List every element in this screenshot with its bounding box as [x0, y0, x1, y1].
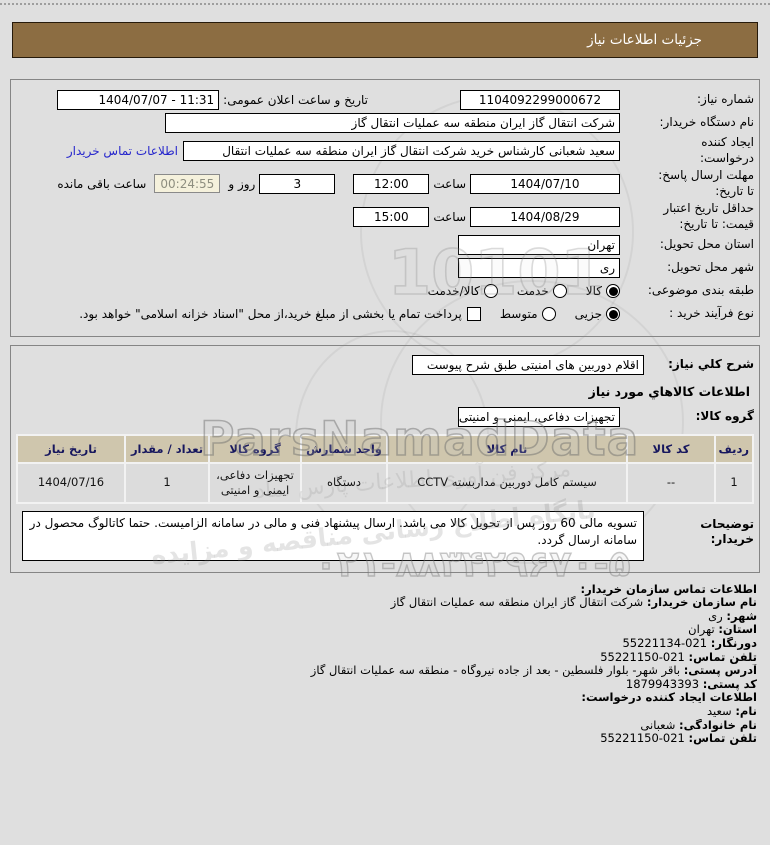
radio-option-goods[interactable]: کالا	[586, 284, 620, 299]
row-buyer-device: نام دستگاه خریدار: شرکت انتقال گاز ایران…	[16, 112, 754, 133]
request-creator-field[interactable]: سعید شعبانی کارشناس خرید شرکت انتقال گاز…	[183, 140, 620, 161]
contact-line-org-name: نام سازمان خریدار: شرکت انتقال گاز ایران…	[390, 596, 757, 610]
delivery-city-field[interactable]: ری	[458, 258, 620, 279]
hours-remaining-label: ساعت باقی مانده	[57, 176, 147, 191]
radio-icon[interactable]	[541, 307, 556, 322]
radio-option-medium[interactable]: متوسط	[500, 307, 556, 322]
col-quantity: تعداد / مقدار	[126, 435, 208, 462]
cell-group: تجهیزات دفاعی، ایمنی و امنیتی	[210, 463, 300, 502]
row-purchase-process-type: نوع فرآیند خرید : جزیی متوسط پرداخت تمام…	[16, 304, 754, 325]
row-subject-classification: طبقه بندی موضوعی: کالا خدمت کالا/خدمت	[16, 281, 754, 302]
contact-line-last-name: نام خانوادگی: شعبانی	[640, 718, 757, 732]
goods-group-label: گروه کالا:	[695, 409, 754, 424]
delivery-city-label: شهر محل تحویل:	[667, 260, 754, 275]
cell-row-number: 1	[716, 463, 752, 502]
cell-item-code: --	[628, 463, 714, 502]
goods-table: ردیف کد کالا نام کالا واحد شمارش گروه کا…	[16, 433, 754, 504]
days-and-label: روز و	[228, 176, 256, 191]
top-dotted-divider	[0, 3, 770, 5]
required-goods-heading: اطلاعات کالاهاي مورد نیاز	[588, 383, 750, 399]
reply-deadline-label: مهلت ارسال پاسخ: تا تاریخ:	[658, 168, 754, 198]
hour-label: ساعت	[433, 176, 466, 191]
reply-deadline-time-field[interactable]: 12:00	[353, 173, 430, 194]
row-buyer-notes: توضیحات خریدار: تسویه مالی 60 روز پس از …	[16, 510, 754, 561]
org-contact-heading: اطلاعات تماس سازمان خریدار:	[580, 582, 757, 596]
col-item-code: کد کالا	[628, 435, 714, 462]
radio-icon[interactable]	[483, 284, 498, 299]
col-need-date: تاریخ نیاز	[18, 435, 124, 462]
need-description-field[interactable]: اقلام دوربین های امنیتی طبق شرح پیوست	[412, 355, 644, 376]
subject-classification-label: طبقه بندی موضوعی:	[647, 283, 754, 298]
radio-option-minor[interactable]: جزیی	[575, 307, 620, 322]
col-group: گروه کالا	[210, 435, 300, 462]
row-need-number: شماره نیاز: 1104092299000672 تاریخ و ساع…	[16, 89, 754, 110]
page-title: جزئیات اطلاعات نیاز	[587, 32, 702, 48]
radio-icon[interactable]	[606, 307, 620, 322]
buyer-device-field[interactable]: شرکت انتقال گاز ایران منطقه سه عملیات ان…	[165, 112, 620, 133]
contact-line-phone: تلفن تماس: 55221150-021	[600, 650, 757, 664]
radio-option-goods-service[interactable]: کالا/خدمت	[428, 284, 498, 299]
buyer-contact-block: اطلاعات تماس سازمان خریدار: نام سازمان خ…	[10, 583, 757, 746]
contact-line-city: شهر: ری	[708, 609, 757, 623]
cell-item-name: سیستم کامل دوربین مداربسته CCTV	[388, 463, 626, 502]
countdown-timer: 00:24:55	[154, 174, 221, 194]
col-row-number: ردیف	[716, 435, 752, 462]
need-info-panel: شماره نیاز: 1104092299000672 تاریخ و ساع…	[10, 79, 760, 337]
row-delivery-city: شهر محل تحویل: ری	[16, 258, 754, 279]
contact-line-creator-phone: تلفن تماس: 55221150-021	[600, 732, 757, 746]
purchase-process-type-label: نوع فرآیند خرید :	[669, 306, 754, 321]
buyer-notes-label: توضیحات خریدار:	[700, 516, 754, 547]
buyer-contact-link[interactable]: اطلاعات تماس خریدار	[66, 143, 178, 158]
reply-deadline-date-field[interactable]: 1404/07/10	[470, 173, 620, 194]
cell-need-date: 1404/07/16	[18, 463, 124, 502]
treasury-checkbox-option[interactable]: پرداخت تمام یا بخشی از مبلغ خرید،از محل …	[79, 307, 481, 322]
goods-group-field[interactable]: تجهیزات دفاعی، ایمنی و امنیتی	[458, 407, 620, 428]
goods-table-row: 1 -- سیستم کامل دوربین مداربسته CCTV دست…	[18, 463, 752, 502]
price-validity-time-field[interactable]: 15:00	[353, 206, 430, 227]
row-request-creator: ایجاد کننده درخواست: سعید شعبانی کارشناس…	[16, 135, 754, 166]
treasury-checkbox-label: پرداخت تمام یا بخشی از مبلغ خرید،از محل …	[79, 307, 462, 322]
contact-line-postal-code: کد پستی: 1879943393	[625, 677, 757, 691]
need-number-label: شماره نیاز:	[697, 91, 754, 106]
need-number-field[interactable]: 1104092299000672	[460, 89, 620, 110]
contact-line-fax: دورنگار: 55221134-021	[622, 636, 757, 650]
page-title-bar: جزئیات اطلاعات نیاز	[12, 22, 758, 58]
announce-datetime-field[interactable]: 1404/07/07 - 11:31	[57, 89, 220, 110]
price-validity-date-field[interactable]: 1404/08/29	[470, 206, 620, 227]
request-creator-label: ایجاد کننده درخواست:	[700, 135, 754, 165]
delivery-province-label: استان محل تحویل:	[659, 237, 754, 252]
col-unit: واحد شمارش	[302, 435, 386, 462]
row-reply-deadline: مهلت ارسال پاسخ: تا تاریخ: 1404/07/10 سا…	[16, 168, 754, 199]
row-need-description: شرح کلي نیاز: اقلام دوربین های امنیتی طب…	[16, 355, 754, 376]
price-validity-label: حداقل تاریخ اعتبار قیمت: تا تاریخ:	[663, 201, 754, 231]
buyer-device-label: نام دستگاه خریدار:	[659, 114, 755, 129]
cell-quantity: 1	[126, 463, 208, 502]
contact-line-first-name: نام: سعید	[706, 704, 757, 718]
hour-label: ساعت	[433, 209, 466, 224]
delivery-province-field[interactable]: تهران	[458, 235, 620, 256]
row-goods-group: گروه کالا: تجهیزات دفاعی، ایمنی و امنیتی	[16, 407, 754, 428]
contact-line-address: آدرس پستی: باقر شهر- بلوار فلسطین - بعد …	[310, 664, 757, 678]
goods-table-header-row: ردیف کد کالا نام کالا واحد شمارش گروه کا…	[18, 435, 752, 462]
need-description-label: شرح کلي نیاز:	[668, 357, 754, 372]
contact-line-province: استان: تهران	[688, 623, 757, 637]
creator-contact-heading: اطلاعات ایجاد کننده درخواست:	[581, 691, 757, 705]
col-item-name: نام کالا	[388, 435, 626, 462]
radio-icon[interactable]	[606, 284, 620, 299]
buyer-notes-field[interactable]: تسویه مالی 60 روز پس از تحویل کالا می با…	[22, 510, 644, 561]
radio-option-service[interactable]: خدمت	[517, 284, 567, 299]
row-price-validity: حداقل تاریخ اعتبار قیمت: تا تاریخ: 1404/…	[16, 201, 754, 232]
checkbox-icon[interactable]	[466, 307, 481, 322]
remaining-days-field[interactable]: 3	[259, 173, 336, 194]
row-delivery-province: استان محل تحویل: تهران	[16, 235, 754, 256]
announce-datetime-label: تاریخ و ساعت اعلان عمومی:	[223, 92, 368, 107]
cell-unit: دستگاه	[302, 463, 386, 502]
radio-icon[interactable]	[552, 284, 567, 299]
goods-info-panel: شرح کلي نیاز: اقلام دوربین های امنیتی طب…	[10, 344, 760, 573]
